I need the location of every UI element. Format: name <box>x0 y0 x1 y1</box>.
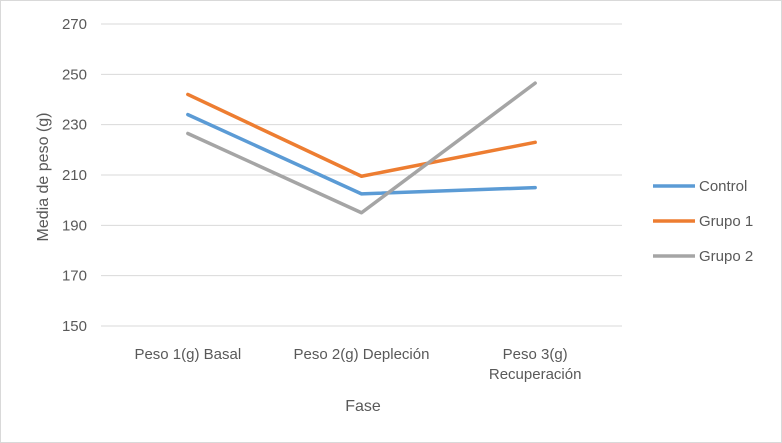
legend-label: Grupo 2 <box>699 248 753 265</box>
series-line-grupo-1 <box>186 92 537 179</box>
y-tick-label: 170 <box>62 268 87 285</box>
gridlines <box>101 23 622 327</box>
x-axis-title: Fase <box>345 398 381 415</box>
y-tick-label: 150 <box>62 318 87 335</box>
legend: Control Grupo 1 Grupo 2 <box>653 178 753 265</box>
y-tick-label: 230 <box>62 117 87 134</box>
y-axis-ticks: 150 170 190 210 230 250 270 <box>62 16 87 335</box>
y-tick-label: 190 <box>62 217 87 234</box>
x-tick-label: Peso 1(g) Basal <box>134 346 241 363</box>
x-axis-ticks: Peso 1(g) Basal Peso 2(g) Depleción Peso 3… <box>134 346 581 383</box>
x-tick-label: Peso 2(g) Depleción <box>294 346 430 363</box>
series-line-grupo-2 <box>186 81 537 215</box>
legend-label: Grupo 1 <box>699 213 753 230</box>
y-tick-label: 270 <box>62 16 87 33</box>
x-tick-label: Peso 3(g) Recuperación <box>489 346 582 383</box>
y-tick-label: 210 <box>62 167 87 184</box>
series-line-control <box>186 112 537 196</box>
y-axis-title: Media de peso (g) <box>35 113 52 242</box>
series-lines <box>186 81 537 215</box>
legend-label: Control <box>699 178 747 195</box>
y-tick-label: 250 <box>62 66 87 83</box>
